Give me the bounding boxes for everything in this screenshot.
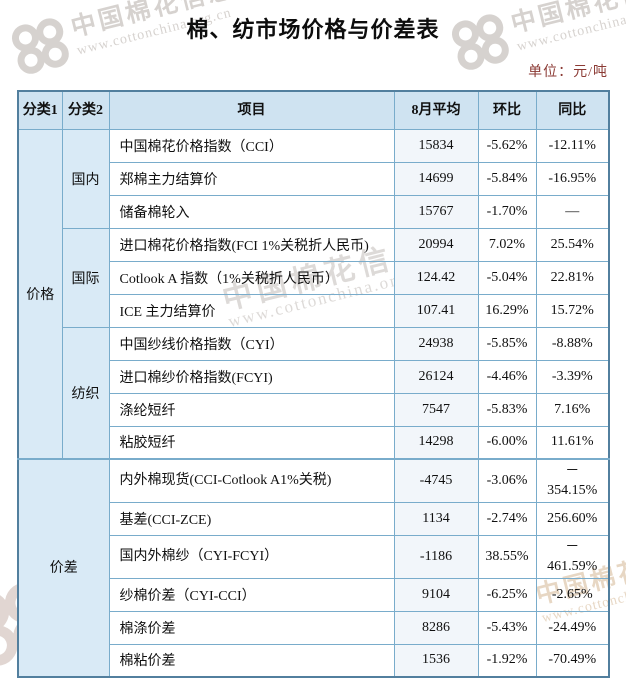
unit-label: 单位：元/吨 <box>528 65 608 80</box>
yoy-cell: -16.95% <box>535 161 610 196</box>
yoy-cell: 15.72% <box>535 293 610 328</box>
category1-cell: 价差 <box>17 458 110 678</box>
table-row: 纺织 中国纱线价格指数（CYI） 24938 -5.85% -8.88% <box>18 326 610 460</box>
mom-cell: -1.70% <box>477 194 537 229</box>
header-category2: 分类2 <box>61 90 110 130</box>
avg-cell: 8286 <box>393 610 479 645</box>
avg-cell: 15767 <box>393 194 479 229</box>
yoy-cell: 256.60% <box>535 501 610 536</box>
table-row: 国内外棉纱（CYI-FCYI） -1186 38.55% － 461.59% <box>18 534 610 579</box>
mom-cell: -4.46% <box>477 359 537 394</box>
mom-cell: -2.74% <box>477 501 537 536</box>
mom-cell: -5.62% <box>477 128 537 163</box>
avg-cell: 7547 <box>393 392 479 427</box>
yoy-cell: － 461.59% <box>535 534 610 579</box>
mom-cell: -3.06% <box>477 458 537 503</box>
table-row: 粘胶短纤 14298 -6.00% 11.61% <box>18 425 610 460</box>
table-row: 价差 内外棉现货(CCI-Cotlook A1%关税) -4745 -3.06% － 35… <box>17 458 610 678</box>
avg-cell: 14699 <box>393 161 479 196</box>
mom-cell: -5.84% <box>477 161 537 196</box>
category2-cell: 国际 <box>61 227 110 328</box>
avg-cell: -4745 <box>393 458 479 503</box>
item-cell: 涤纶短纤 <box>108 392 395 427</box>
item-cell: 国内外棉纱（CYI-FCYI） <box>108 534 395 579</box>
price-table: 分类1 分类2 项目 8月平均 环比 同比 价格 国内 中国棉花价格指数（CCI） 1… <box>17 90 610 678</box>
item-cell: 内外棉现货(CCI-Cotlook A1%关税) <box>108 458 395 503</box>
item-cell: 中国纱线价格指数（CYI） <box>108 326 395 361</box>
item-cell: Cotlook A 指数（1%关税折人民币） <box>108 260 395 295</box>
yoy-cell: － 354.15% <box>535 458 610 503</box>
item-cell: 棉涤价差 <box>108 610 395 645</box>
table-row: 储备棉轮入 15767 -1.70% — <box>18 194 610 229</box>
mom-cell: 16.29% <box>477 293 537 328</box>
table-row: Cotlook A 指数（1%关税折人民币） 124.42 -5.04% 22.81% <box>18 260 610 295</box>
header-item: 项目 <box>108 90 395 130</box>
mom-cell: -5.43% <box>477 610 537 645</box>
header-mom: 环比 <box>477 90 537 130</box>
header-category1: 分类1 <box>17 90 63 130</box>
yoy-cell: 7.16% <box>535 392 610 427</box>
avg-cell: -1186 <box>393 534 479 579</box>
avg-cell: 124.42 <box>393 260 479 295</box>
mom-cell: 38.55% <box>477 534 537 579</box>
category2-cell: 国内 <box>61 128 110 229</box>
yoy-cell: — <box>535 194 610 229</box>
avg-cell: 15834 <box>393 128 479 163</box>
table-row: 国际 进口棉花价格指数(FCI 1%关税折人民币) 20994 7.02% 25.54% <box>18 227 610 328</box>
yoy-cell: 22.81% <box>535 260 610 295</box>
mom-cell: -5.83% <box>477 392 537 427</box>
header-avg: 8月平均 <box>393 90 479 130</box>
table-row: 涤纶短纤 7547 -5.83% 7.16% <box>18 392 610 427</box>
item-cell: 进口棉纱价格指数(FCYI) <box>108 359 395 394</box>
item-cell: 基差(CCI-ZCE) <box>108 501 395 536</box>
avg-cell: 26124 <box>393 359 479 394</box>
yoy-cell: -24.49% <box>535 610 610 645</box>
item-cell: 储备棉轮入 <box>108 194 395 229</box>
table-row: 棉粘价差 1536 -1.92% -70.49% <box>18 643 610 678</box>
mom-cell: -6.00% <box>477 425 537 460</box>
yoy-cell: -12.11% <box>535 128 610 163</box>
yoy-cell: 25.54% <box>535 227 610 262</box>
yoy-cell: -2.65% <box>535 577 610 612</box>
category1-cell: 价格 <box>17 128 63 460</box>
header-yoy: 同比 <box>535 90 610 130</box>
item-cell: 纱棉价差（CYI-CCI） <box>108 577 395 612</box>
mom-cell: -1.92% <box>477 643 537 678</box>
category2-cell: 纺织 <box>61 326 110 460</box>
header-row: 分类1 分类2 项目 8月平均 环比 同比 <box>17 90 610 130</box>
mom-cell: -5.04% <box>477 260 537 295</box>
table-row: 价格 国内 中国棉花价格指数（CCI） 15834 -5.62% -12.11% <box>17 128 610 460</box>
avg-cell: 14298 <box>393 425 479 460</box>
yoy-cell: -70.49% <box>535 643 610 678</box>
item-cell: 粘胶短纤 <box>108 425 395 460</box>
price-table-body: 价格 国内 中国棉花价格指数（CCI） 15834 -5.62% -12.11% 郑棉主力结… <box>17 128 610 678</box>
avg-cell: 9104 <box>393 577 479 612</box>
item-cell: 中国棉花价格指数（CCI） <box>108 128 395 163</box>
item-cell: ICE 主力结算价 <box>108 293 395 328</box>
avg-cell: 107.41 <box>393 293 479 328</box>
avg-cell: 1536 <box>393 643 479 678</box>
item-cell: 郑棉主力结算价 <box>108 161 395 196</box>
mom-cell: -6.25% <box>477 577 537 612</box>
item-cell: 进口棉花价格指数(FCI 1%关税折人民币) <box>108 227 395 262</box>
item-cell: 棉粘价差 <box>108 643 395 678</box>
avg-cell: 24938 <box>393 326 479 361</box>
yoy-cell: -8.88% <box>535 326 610 361</box>
price-table-header: 分类1 分类2 项目 8月平均 环比 同比 <box>17 90 610 130</box>
yoy-cell: 11.61% <box>535 425 610 460</box>
mom-cell: 7.02% <box>477 227 537 262</box>
table-row: 棉涤价差 8286 -5.43% -24.49% <box>18 610 610 645</box>
page-title: 棉、纺市场价格与价差表 <box>186 17 440 42</box>
mom-cell: -5.85% <box>477 326 537 361</box>
avg-cell: 1134 <box>393 501 479 536</box>
yoy-cell: -3.39% <box>535 359 610 394</box>
table-row: 郑棉主力结算价 14699 -5.84% -16.95% <box>18 161 610 196</box>
table-row: ICE 主力结算价 107.41 16.29% 15.72% <box>18 293 610 328</box>
avg-cell: 20994 <box>393 227 479 262</box>
